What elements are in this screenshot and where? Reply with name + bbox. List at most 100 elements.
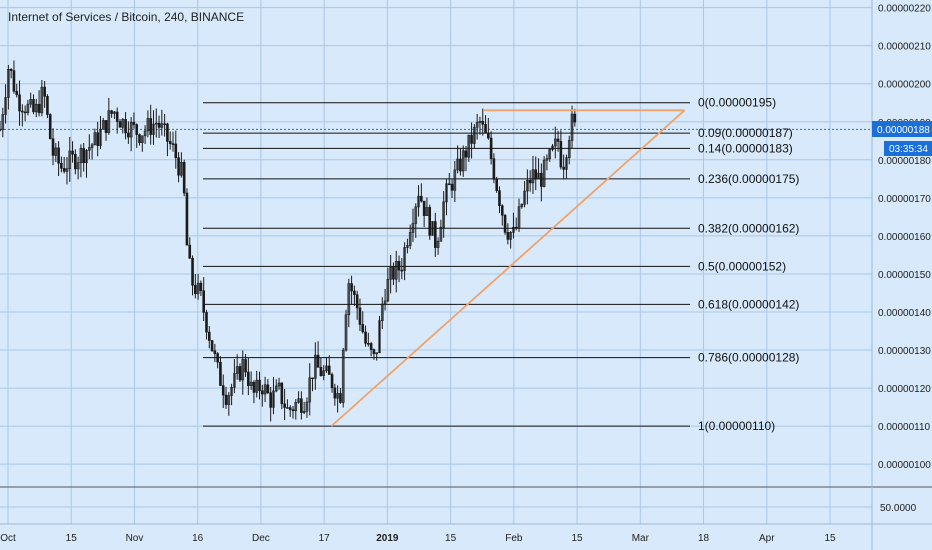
- candle-body[interactable]: [330, 374, 334, 389]
- candle-body[interactable]: [166, 123, 169, 142]
- candle-body[interactable]: [65, 168, 69, 172]
- candle-body[interactable]: [445, 183, 448, 203]
- candle-body[interactable]: [135, 124, 139, 135]
- candle-body[interactable]: [1, 114, 5, 130]
- candle-body[interactable]: [408, 232, 412, 246]
- candle-body[interactable]: [523, 190, 526, 205]
- candle-body[interactable]: [517, 206, 521, 229]
- candle-body[interactable]: [247, 371, 250, 386]
- candle-body[interactable]: [495, 179, 498, 191]
- candle-body[interactable]: [185, 192, 189, 246]
- candle-body[interactable]: [266, 384, 270, 394]
- candle-body[interactable]: [492, 158, 496, 180]
- candle-body[interactable]: [138, 134, 141, 143]
- candle-body[interactable]: [294, 402, 298, 412]
- candle-body[interactable]: [297, 398, 300, 403]
- candle-body[interactable]: [54, 147, 58, 156]
- candle-body[interactable]: [500, 205, 504, 216]
- candle-body[interactable]: [68, 150, 72, 170]
- candle-body[interactable]: [43, 86, 46, 97]
- candle-body[interactable]: [565, 157, 568, 170]
- candle-body[interactable]: [316, 354, 320, 368]
- candle-body[interactable]: [450, 183, 454, 191]
- candle-body[interactable]: [542, 159, 546, 187]
- candle-body[interactable]: [355, 294, 359, 309]
- candle-body[interactable]: [143, 130, 147, 137]
- candle-body[interactable]: [110, 110, 113, 114]
- candle-body[interactable]: [149, 118, 152, 135]
- candle-body[interactable]: [291, 409, 295, 412]
- candle-body[interactable]: [96, 132, 99, 146]
- candle-body[interactable]: [224, 394, 228, 405]
- candle-body[interactable]: [90, 144, 94, 148]
- candles-layer[interactable]: [0, 60, 577, 422]
- candle-body[interactable]: [238, 366, 242, 381]
- candle-body[interactable]: [526, 179, 529, 192]
- candle-body[interactable]: [235, 366, 239, 374]
- candle-body[interactable]: [37, 103, 41, 114]
- candle-body[interactable]: [141, 135, 144, 143]
- candle-body[interactable]: [152, 123, 155, 135]
- candle-body[interactable]: [344, 314, 348, 351]
- candle-body[interactable]: [127, 132, 130, 138]
- candle-body[interactable]: [531, 169, 535, 184]
- candle-body[interactable]: [464, 150, 468, 158]
- candle-body[interactable]: [40, 86, 44, 114]
- candle-body[interactable]: [258, 379, 261, 392]
- candle-body[interactable]: [375, 352, 379, 355]
- candle-body[interactable]: [118, 121, 122, 128]
- candle-body[interactable]: [260, 390, 264, 395]
- candle-body[interactable]: [263, 384, 267, 395]
- candle-body[interactable]: [570, 113, 574, 141]
- candle-body[interactable]: [207, 331, 211, 341]
- candle-body[interactable]: [76, 162, 80, 170]
- candle-body[interactable]: [470, 134, 473, 144]
- candle-body[interactable]: [367, 342, 370, 345]
- candle-body[interactable]: [353, 290, 356, 295]
- candle-body[interactable]: [436, 240, 440, 248]
- candle-body[interactable]: [540, 172, 543, 187]
- candle-body[interactable]: [15, 90, 19, 96]
- candle-body[interactable]: [272, 390, 275, 408]
- candle-body[interactable]: [503, 214, 507, 233]
- candle-body[interactable]: [9, 69, 13, 71]
- candle-body[interactable]: [277, 382, 281, 387]
- candle-body[interactable]: [4, 97, 7, 115]
- candle-body[interactable]: [205, 312, 208, 333]
- candle-body[interactable]: [51, 138, 55, 156]
- candle-body[interactable]: [534, 169, 538, 180]
- candle-body[interactable]: [74, 153, 77, 170]
- candle-body[interactable]: [478, 120, 482, 123]
- candle-body[interactable]: [171, 143, 175, 145]
- candle-body[interactable]: [489, 137, 493, 159]
- candle-body[interactable]: [252, 381, 256, 393]
- candle-body[interactable]: [431, 221, 434, 236]
- candle-body[interactable]: [233, 373, 236, 388]
- candle-body[interactable]: [288, 407, 292, 410]
- candle-body[interactable]: [219, 361, 222, 386]
- candle-body[interactable]: [180, 161, 183, 176]
- candle-body[interactable]: [188, 244, 192, 259]
- candle-body[interactable]: [392, 266, 395, 280]
- candle-body[interactable]: [34, 103, 38, 113]
- candle-body[interactable]: [339, 393, 342, 403]
- candle-body[interactable]: [364, 331, 367, 344]
- candle-body[interactable]: [269, 392, 272, 408]
- candle-body[interactable]: [559, 141, 563, 168]
- candle-body[interactable]: [333, 387, 337, 399]
- candle-body[interactable]: [383, 300, 387, 305]
- candle-body[interactable]: [274, 385, 278, 392]
- candle-body[interactable]: [87, 147, 91, 151]
- candle-body[interactable]: [378, 320, 381, 353]
- candle-body[interactable]: [422, 200, 426, 216]
- candle-body[interactable]: [473, 126, 476, 144]
- candle-body[interactable]: [132, 121, 136, 125]
- candle-body[interactable]: [447, 183, 451, 186]
- candle-body[interactable]: [283, 403, 286, 408]
- candle-body[interactable]: [394, 261, 398, 280]
- candle-body[interactable]: [154, 122, 158, 125]
- candle-body[interactable]: [461, 150, 465, 172]
- candle-body[interactable]: [361, 324, 365, 333]
- candle-body[interactable]: [113, 111, 116, 114]
- candle-body[interactable]: [406, 245, 409, 248]
